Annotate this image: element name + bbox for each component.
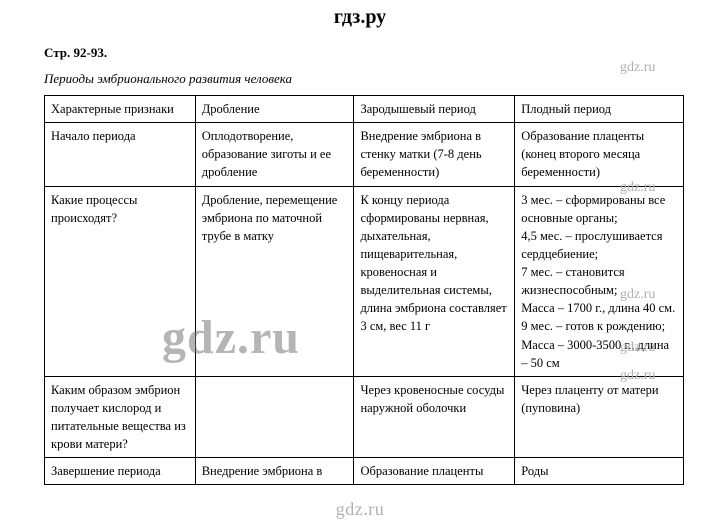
table-cell: Внедрение эмбриона в [195,458,354,485]
page-reference: Стр. 92-93. [0,29,720,61]
table-cell: Роды [515,458,684,485]
table-header-cell: Характерные признаки [45,96,196,123]
table-row: Характерные признакиДроблениеЗародышевый… [45,96,684,123]
watermark-footer: gdz.ru [0,499,720,520]
embryo-table: Характерные признакиДроблениеЗародышевый… [44,95,684,485]
table-cell: Через кровеносные сосуды наружной оболоч… [354,376,515,458]
table-caption: Периоды эмбрионального развития человека [0,61,720,95]
table-cell: Завершение периода [45,458,196,485]
table-cell: Какие процессы происходят? [45,186,196,376]
table-row: Какие процессы происходят?Дробление, пер… [45,186,684,376]
table-cell: Образование плаценты (конец второго меся… [515,123,684,186]
table-header-cell: Зародышевый период [354,96,515,123]
table-cell [195,376,354,458]
table-header-cell: Дробление [195,96,354,123]
table-cell: Образование плаценты [354,458,515,485]
table-cell: Каким образом эмбрион получает кислород … [45,376,196,458]
table-cell: К концу периода сформированы нервная, ды… [354,186,515,376]
site-title: гдз.ру [0,0,720,29]
table-row: Начало периодаОплодотворение, образовани… [45,123,684,186]
table-cell: Оплодотворение, образование зиготы и ее … [195,123,354,186]
table-cell: 3 мес. – сформированы все основные орган… [515,186,684,376]
table-header-cell: Плодный период [515,96,684,123]
table-row: Каким образом эмбрион получает кислород … [45,376,684,458]
table-cell: Дробление, перемещение эмбриона по маточ… [195,186,354,376]
table-cell: Начало периода [45,123,196,186]
table-body: Характерные признакиДроблениеЗародышевый… [45,96,684,485]
table-cell: Внедрение эмбриона в стенку матки (7-8 д… [354,123,515,186]
table-row: Завершение периодаВнедрение эмбриона вОб… [45,458,684,485]
table-cell: Через плаценту от матери (пуповина) [515,376,684,458]
